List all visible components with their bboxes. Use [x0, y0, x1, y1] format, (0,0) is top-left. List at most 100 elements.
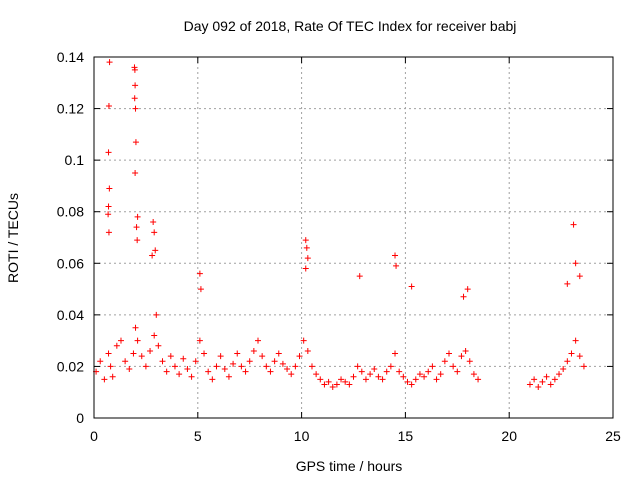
data-point [445, 350, 452, 357]
data-point [132, 170, 139, 177]
data-point [196, 270, 203, 277]
data-point [126, 366, 133, 373]
data-point [425, 368, 432, 375]
y-tick-label: 0.04 [57, 307, 84, 323]
data-point [105, 229, 112, 236]
x-axis-label: GPS time / hours [296, 458, 403, 474]
data-point [147, 347, 154, 354]
data-point [466, 358, 473, 365]
x-tick-label: 15 [398, 428, 414, 444]
chart-title: Day 092 of 2018, Rate Of TEC Index for r… [184, 18, 517, 34]
data-point [131, 95, 138, 102]
data-point [131, 66, 138, 73]
data-point [242, 368, 249, 375]
data-point [234, 350, 241, 357]
data-point [475, 376, 482, 383]
data-point [539, 378, 546, 385]
data-point [308, 363, 315, 370]
data-point [421, 373, 428, 380]
data-point [404, 378, 411, 385]
y-tick-label: 0.12 [57, 101, 84, 117]
data-point [437, 371, 444, 378]
data-point [176, 371, 183, 378]
data-point [371, 366, 378, 373]
data-point [122, 358, 129, 365]
data-point [342, 378, 349, 385]
data-point [358, 368, 365, 375]
data-point [543, 373, 550, 380]
data-point [300, 337, 307, 344]
data-point [564, 358, 571, 365]
data-point [441, 358, 448, 365]
y-tick-label: 0.14 [57, 49, 84, 65]
data-point [225, 373, 232, 380]
data-point [201, 350, 208, 357]
data-point [105, 203, 112, 210]
data-point [205, 368, 212, 375]
data-point [196, 337, 203, 344]
data-point [267, 368, 274, 375]
data-point [132, 324, 139, 331]
x-tick-label: 10 [294, 428, 310, 444]
x-tick-label: 25 [605, 428, 621, 444]
data-point [151, 332, 158, 339]
data-point [576, 353, 583, 360]
y-axis-label: ROTI / TECUs [5, 193, 21, 283]
data-point [101, 376, 108, 383]
data-point [250, 347, 257, 354]
y-tick-label: 0.08 [57, 204, 84, 220]
data-point [230, 360, 237, 367]
data-point [163, 368, 170, 375]
data-point [132, 82, 139, 89]
data-point [547, 381, 554, 388]
data-point [134, 237, 141, 244]
data-point [400, 373, 407, 380]
data-point [296, 353, 303, 360]
data-point [454, 368, 461, 375]
data-point [580, 363, 587, 370]
data-point [412, 376, 419, 383]
data-point [338, 376, 345, 383]
data-point [568, 350, 575, 357]
data-point [576, 273, 583, 280]
data-point [356, 273, 363, 280]
data-point [130, 350, 137, 357]
data-point [535, 384, 542, 391]
data-point [560, 366, 567, 373]
data-point [117, 337, 124, 344]
data-point [304, 347, 311, 354]
data-point [464, 286, 471, 293]
data-point [188, 373, 195, 380]
data-point [275, 350, 282, 357]
data-point [197, 286, 204, 293]
data-point [138, 353, 145, 360]
data-point [350, 373, 357, 380]
data-point [279, 360, 286, 367]
data-point [313, 371, 320, 378]
data-point [570, 221, 577, 228]
y-tick-label: 0 [76, 410, 84, 426]
data-point [433, 376, 440, 383]
x-tick-label: 5 [194, 428, 202, 444]
data-points [93, 59, 587, 391]
data-point [367, 371, 374, 378]
data-point [133, 224, 140, 231]
data-point [470, 371, 477, 378]
data-point [155, 342, 162, 349]
data-point [526, 381, 533, 388]
data-point [292, 363, 299, 370]
data-point [142, 363, 149, 370]
data-point [462, 347, 469, 354]
data-point [134, 337, 141, 344]
data-point [325, 378, 332, 385]
data-point [375, 373, 382, 380]
data-point [458, 353, 465, 360]
data-point [354, 363, 361, 370]
data-point [302, 265, 309, 272]
data-point [379, 376, 386, 383]
data-point [321, 381, 328, 388]
data-point [531, 376, 538, 383]
grid-lines [94, 57, 613, 418]
data-point [572, 260, 579, 267]
data-point [192, 358, 199, 365]
